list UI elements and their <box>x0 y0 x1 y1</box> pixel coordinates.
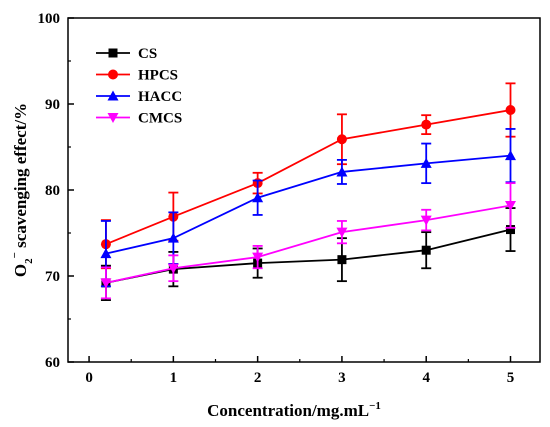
data-point <box>421 119 432 130</box>
series-line <box>105 204 511 284</box>
y-tick-label: 70 <box>45 269 60 285</box>
data-point <box>337 255 347 265</box>
x-tick-label: 1 <box>170 370 178 386</box>
y-tick-label: 80 <box>45 183 60 199</box>
data-point <box>506 225 515 235</box>
data-point <box>100 278 112 289</box>
axis-titles: Concentration/mg.mL−1O2− scavenging effe… <box>9 103 381 420</box>
series-cs <box>100 207 516 301</box>
legend-label: HACC <box>138 89 182 105</box>
legend-item-cs: CS <box>96 46 157 62</box>
x-axis-title-sup: −1 <box>369 400 381 412</box>
y-tick-label: 100 <box>38 11 61 27</box>
series-line <box>105 228 511 284</box>
data-point <box>505 105 516 116</box>
legend: CS HPCS HACC CMCS <box>96 46 182 127</box>
axes: 0 1 2 3 4 5 60 70 80 90 100 <box>38 11 541 386</box>
data-point <box>420 215 432 226</box>
series-hacc <box>100 128 516 288</box>
series-line <box>105 109 511 246</box>
x-tick-label: 5 <box>507 370 515 386</box>
legend-swatch-marker <box>108 69 118 80</box>
y-axis-title: O2− scavenging effect/% <box>9 103 35 277</box>
x-tick-label: 2 <box>254 370 262 386</box>
y-axis-title-sub: 2 <box>23 258 35 264</box>
y-tick-label: 90 <box>45 97 60 113</box>
data-point <box>167 232 179 243</box>
series-cmcs <box>100 182 516 300</box>
x-tick-label: 4 <box>422 370 430 386</box>
data-point <box>252 252 264 263</box>
data-point <box>420 157 432 168</box>
legend-label: HPCS <box>138 68 178 84</box>
data-point <box>167 263 179 274</box>
data-point <box>252 192 264 203</box>
legend-label: CMCS <box>138 111 182 127</box>
x-tick-label: 3 <box>338 370 346 386</box>
legend-swatch-marker <box>107 90 119 101</box>
x-tick-label: 0 <box>85 370 93 386</box>
y-axis-title-rest: scavenging effect/% <box>11 103 30 252</box>
y-axis-title-main: O <box>11 264 30 277</box>
data-point <box>336 134 347 145</box>
data-point <box>505 200 516 211</box>
series-line <box>105 154 511 255</box>
data-point <box>421 245 431 255</box>
legend-item-hacc: HACC <box>96 89 182 105</box>
legend-item-hpcs: HPCS <box>96 68 178 84</box>
y-tick-label: 60 <box>45 355 60 371</box>
legend-label: CS <box>138 46 157 62</box>
x-axis-title-main: Concentration/mg.mL <box>207 401 369 420</box>
legend-item-cmcs: CMCS <box>96 111 182 127</box>
data-point <box>336 166 348 177</box>
series-layer <box>100 82 516 301</box>
legend-swatch-marker <box>107 113 119 123</box>
data-point <box>505 150 516 161</box>
y-axis-title-sup: − <box>9 252 21 258</box>
data-point <box>100 248 112 259</box>
data-point <box>336 227 348 238</box>
x-axis-title: Concentration/mg.mL−1 <box>207 400 381 420</box>
legend-swatch-marker <box>108 48 118 58</box>
